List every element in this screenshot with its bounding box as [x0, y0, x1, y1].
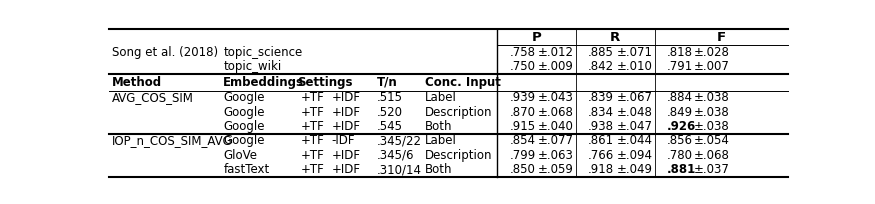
Text: T/n: T/n: [377, 76, 398, 89]
Text: ±.007: ±.007: [694, 60, 730, 73]
Text: .345/6: .345/6: [377, 149, 415, 162]
Text: R: R: [610, 31, 620, 44]
Text: ±.012: ±.012: [538, 46, 574, 59]
Text: topic_wiki: topic_wiki: [223, 60, 282, 73]
Text: .799: .799: [509, 149, 536, 162]
Text: +IDF: +IDF: [332, 120, 360, 133]
Text: GloVe: GloVe: [223, 149, 257, 162]
Text: fastText: fastText: [223, 163, 270, 176]
Text: ±.068: ±.068: [694, 149, 730, 162]
Text: ±.040: ±.040: [538, 120, 574, 133]
Text: +TF: +TF: [301, 163, 325, 176]
Text: F: F: [717, 31, 725, 44]
Text: Label: Label: [424, 134, 457, 147]
Text: ±.044: ±.044: [617, 134, 653, 147]
Text: .885: .885: [588, 46, 614, 59]
Text: ±.063: ±.063: [538, 149, 574, 162]
Text: +TF: +TF: [301, 91, 325, 104]
Text: .750: .750: [509, 60, 536, 73]
Text: ±.071: ±.071: [617, 46, 653, 59]
Text: Settings: Settings: [298, 76, 353, 89]
Text: +IDF: +IDF: [332, 91, 360, 104]
Text: ±.059: ±.059: [538, 163, 574, 176]
Text: ±.038: ±.038: [694, 120, 730, 133]
Text: .834: .834: [588, 106, 614, 119]
Text: ±.068: ±.068: [538, 106, 574, 119]
Text: .861: .861: [588, 134, 614, 147]
Text: .780: .780: [667, 149, 693, 162]
Text: .854: .854: [509, 134, 536, 147]
Text: ±.094: ±.094: [617, 149, 653, 162]
Text: Description: Description: [424, 106, 493, 119]
Text: .791: .791: [667, 60, 693, 73]
Text: .939: .939: [509, 91, 536, 104]
Text: +IDF: +IDF: [332, 149, 360, 162]
Text: ±.077: ±.077: [538, 134, 574, 147]
Text: Google: Google: [223, 106, 265, 119]
Text: +TF: +TF: [301, 134, 325, 147]
Text: topic_science: topic_science: [223, 46, 303, 59]
Text: Label: Label: [424, 91, 457, 104]
Text: ±.067: ±.067: [617, 91, 653, 104]
Text: .520: .520: [377, 106, 403, 119]
Text: .839: .839: [588, 91, 614, 104]
Text: .345/22: .345/22: [377, 134, 423, 147]
Text: .915: .915: [509, 120, 536, 133]
Text: .310/14: .310/14: [377, 163, 423, 176]
Text: Description: Description: [424, 149, 493, 162]
Text: ±.038: ±.038: [694, 106, 730, 119]
Text: ±.038: ±.038: [694, 91, 730, 104]
Text: AVG_COS_SIM: AVG_COS_SIM: [112, 91, 194, 104]
Text: Google: Google: [223, 120, 265, 133]
Text: ±.028: ±.028: [694, 46, 730, 59]
Text: P: P: [532, 31, 542, 44]
Text: .881: .881: [667, 163, 696, 176]
Text: +IDF: +IDF: [332, 163, 360, 176]
Text: Google: Google: [223, 134, 265, 147]
Text: ±.049: ±.049: [617, 163, 653, 176]
Text: .818: .818: [667, 46, 693, 59]
Text: Both: Both: [424, 120, 452, 133]
Text: Song et al. (2018): Song et al. (2018): [112, 46, 218, 59]
Text: ±.009: ±.009: [538, 60, 574, 73]
Text: Conc. Input: Conc. Input: [424, 76, 500, 89]
Text: Both: Both: [424, 163, 452, 176]
Text: IOP_n_COS_SIM_AVG: IOP_n_COS_SIM_AVG: [112, 134, 233, 147]
Text: .849: .849: [667, 106, 693, 119]
Text: .850: .850: [509, 163, 536, 176]
Text: Embeddings: Embeddings: [223, 76, 304, 89]
Text: .766: .766: [588, 149, 614, 162]
Text: +TF: +TF: [301, 106, 325, 119]
Text: -IDF: -IDF: [332, 134, 355, 147]
Text: .884: .884: [667, 91, 693, 104]
Text: .918: .918: [588, 163, 614, 176]
Text: Method: Method: [112, 76, 162, 89]
Text: Google: Google: [223, 91, 265, 104]
Text: ±.047: ±.047: [617, 120, 653, 133]
Text: ±.048: ±.048: [617, 106, 653, 119]
Text: +IDF: +IDF: [332, 106, 360, 119]
Text: ±.043: ±.043: [538, 91, 574, 104]
Text: ±.037: ±.037: [694, 163, 730, 176]
Text: .758: .758: [509, 46, 536, 59]
Text: .938: .938: [588, 120, 614, 133]
Text: .856: .856: [667, 134, 693, 147]
Text: +TF: +TF: [301, 120, 325, 133]
Text: .926: .926: [667, 120, 696, 133]
Text: .870: .870: [509, 106, 536, 119]
Text: ±.054: ±.054: [694, 134, 730, 147]
Text: .515: .515: [377, 91, 403, 104]
Text: +TF: +TF: [301, 149, 325, 162]
Text: ±.010: ±.010: [617, 60, 653, 73]
Text: .842: .842: [588, 60, 614, 73]
Text: .545: .545: [377, 120, 403, 133]
